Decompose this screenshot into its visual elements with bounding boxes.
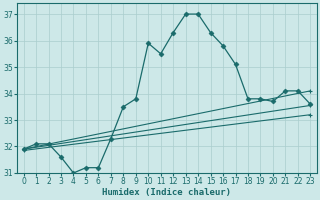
X-axis label: Humidex (Indice chaleur): Humidex (Indice chaleur) (102, 188, 231, 197)
